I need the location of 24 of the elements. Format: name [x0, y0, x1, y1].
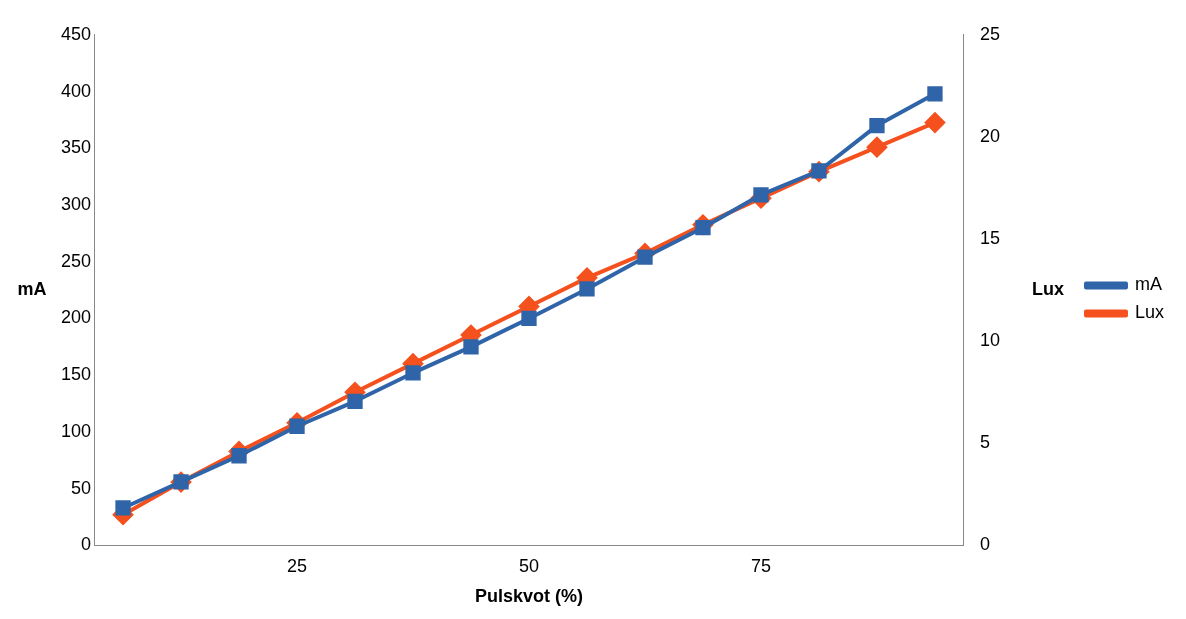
y-tick-label: 150 [60, 364, 92, 385]
y-tick-label: 350 [60, 137, 92, 158]
y-tick-label: 0 [81, 534, 92, 555]
x-tick-label: 25 [287, 556, 308, 577]
y-tick-label: 400 [60, 80, 92, 101]
y2-tick-label: 15 [979, 228, 1000, 249]
y-tick-label: 300 [60, 193, 92, 214]
y2-axis-title: Lux [1031, 279, 1064, 300]
legend-label: Lux [1134, 302, 1165, 323]
y-tick-label: 50 [71, 477, 92, 498]
y2-tick-label: 10 [979, 330, 1000, 351]
y-tick-label: 250 [60, 250, 92, 271]
x-tick-label: 75 [750, 556, 771, 577]
y-axis-title: mA [17, 279, 47, 300]
y2-tick-label: 0 [979, 534, 990, 555]
y2-tick-label: 25 [979, 23, 1000, 44]
y2-tick-label: 5 [979, 432, 990, 453]
y-tick-label: 100 [60, 420, 92, 441]
y-tick-label: 200 [60, 307, 92, 328]
x-tick-label: 50 [518, 556, 540, 577]
y2-tick-label: 20 [979, 125, 1000, 146]
legend-label: mA [1134, 274, 1162, 295]
x-axis-title: Pulskvot (%) [474, 585, 584, 606]
y-tick-label: 450 [60, 23, 92, 44]
